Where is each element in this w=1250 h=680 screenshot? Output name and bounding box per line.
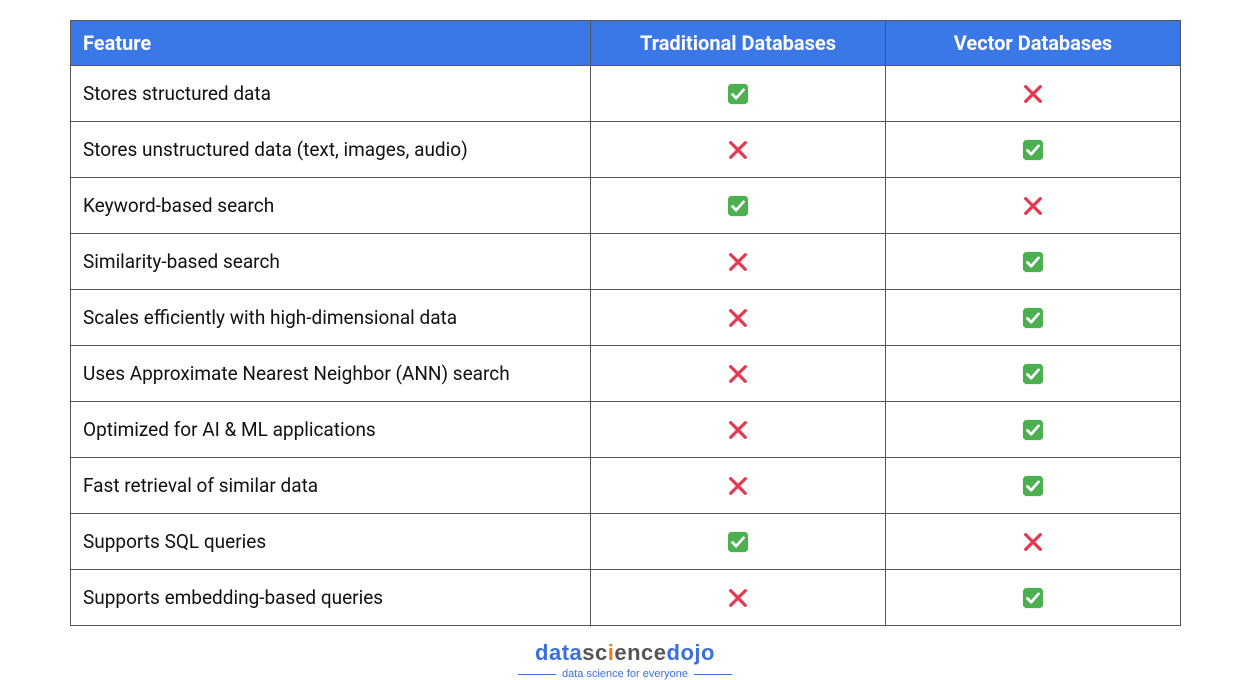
- header-vector: Vector Databases: [886, 21, 1181, 66]
- feature-cell: Stores structured data: [71, 66, 591, 122]
- check-icon: [727, 195, 749, 217]
- footer: datasciencedojo data science for everyon…: [70, 640, 1180, 680]
- table-row: Optimized for AI & ML applications: [71, 402, 1181, 458]
- table-row: Supports SQL queries: [71, 514, 1181, 570]
- cross-icon: [727, 251, 749, 273]
- traditional-cell: [591, 290, 886, 346]
- feature-cell: Keyword-based search: [71, 178, 591, 234]
- table-row: Stores structured data: [71, 66, 1181, 122]
- vector-cell: [886, 514, 1181, 570]
- check-icon: [1022, 475, 1044, 497]
- header-traditional: Traditional Databases: [591, 21, 886, 66]
- header-feature: Feature: [71, 21, 591, 66]
- feature-cell: Similarity-based search: [71, 234, 591, 290]
- feature-cell: Scales efficiently with high-dimensional…: [71, 290, 591, 346]
- vector-cell: [886, 290, 1181, 346]
- cross-icon: [727, 587, 749, 609]
- traditional-cell: [591, 66, 886, 122]
- vector-cell: [886, 234, 1181, 290]
- vector-cell: [886, 66, 1181, 122]
- table-body: Stores structured dataStores unstructure…: [71, 66, 1181, 626]
- feature-cell: Stores unstructured data (text, images, …: [71, 122, 591, 178]
- traditional-cell: [591, 570, 886, 626]
- cross-icon: [727, 307, 749, 329]
- brand-part2: sc: [582, 640, 607, 665]
- table-row: Fast retrieval of similar data: [71, 458, 1181, 514]
- traditional-cell: [591, 402, 886, 458]
- table-row: Keyword-based search: [71, 178, 1181, 234]
- cross-icon: [1022, 195, 1044, 217]
- brand-part4: dojo: [667, 640, 715, 665]
- cross-icon: [727, 475, 749, 497]
- cross-icon: [727, 363, 749, 385]
- check-icon: [1022, 307, 1044, 329]
- vector-cell: [886, 178, 1181, 234]
- traditional-cell: [591, 458, 886, 514]
- traditional-cell: [591, 122, 886, 178]
- table-row: Scales efficiently with high-dimensional…: [71, 290, 1181, 346]
- feature-cell: Fast retrieval of similar data: [71, 458, 591, 514]
- brand-part1: data: [535, 640, 582, 665]
- vector-cell: [886, 570, 1181, 626]
- brand-logo: datasciencedojo: [70, 640, 1180, 666]
- brand-part3: ence: [614, 640, 666, 665]
- vector-cell: [886, 458, 1181, 514]
- brand-tagline: data science for everyone: [70, 668, 1180, 680]
- table-row: Supports embedding-based queries: [71, 570, 1181, 626]
- feature-cell: Supports embedding-based queries: [71, 570, 591, 626]
- table-row: Stores unstructured data (text, images, …: [71, 122, 1181, 178]
- check-icon: [1022, 587, 1044, 609]
- check-icon: [727, 531, 749, 553]
- feature-cell: Supports SQL queries: [71, 514, 591, 570]
- cross-icon: [1022, 531, 1044, 553]
- check-icon: [727, 83, 749, 105]
- comparison-table: Feature Traditional Databases Vector Dat…: [70, 20, 1181, 626]
- feature-cell: Optimized for AI & ML applications: [71, 402, 591, 458]
- check-icon: [1022, 419, 1044, 441]
- vector-cell: [886, 402, 1181, 458]
- table-row: Uses Approximate Nearest Neighbor (ANN) …: [71, 346, 1181, 402]
- feature-cell: Uses Approximate Nearest Neighbor (ANN) …: [71, 346, 591, 402]
- check-icon: [1022, 363, 1044, 385]
- check-icon: [1022, 139, 1044, 161]
- cross-icon: [727, 419, 749, 441]
- table-header-row: Feature Traditional Databases Vector Dat…: [71, 21, 1181, 66]
- table-row: Similarity-based search: [71, 234, 1181, 290]
- check-icon: [1022, 251, 1044, 273]
- traditional-cell: [591, 514, 886, 570]
- vector-cell: [886, 122, 1181, 178]
- cross-icon: [727, 139, 749, 161]
- vector-cell: [886, 346, 1181, 402]
- traditional-cell: [591, 234, 886, 290]
- cross-icon: [1022, 83, 1044, 105]
- traditional-cell: [591, 346, 886, 402]
- traditional-cell: [591, 178, 886, 234]
